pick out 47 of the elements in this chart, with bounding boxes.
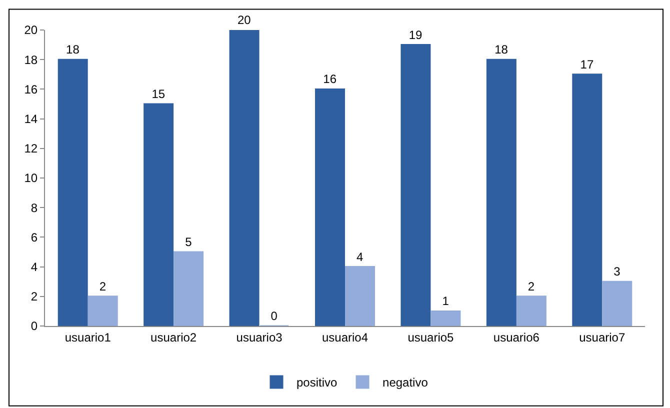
y-tick-label: 0 [30, 319, 38, 334]
data-label: 19 [408, 28, 423, 42]
bar [486, 58, 516, 326]
bar [174, 251, 204, 326]
y-tick-label: 20 [24, 23, 38, 38]
bar [602, 280, 632, 326]
data-label: 3 [614, 264, 621, 279]
y-tick-label: 4 [30, 260, 38, 274]
x-tick-label: usuario4 [322, 330, 368, 344]
x-tick-label: usuario2 [150, 330, 197, 344]
y-tick-label: 16 [24, 82, 38, 96]
data-label: 15 [152, 87, 166, 101]
bar [58, 58, 88, 326]
data-label: 4 [356, 250, 364, 264]
data-label: 16 [323, 72, 337, 86]
legend-label: negativo [382, 376, 428, 390]
y-tick-label: 18 [24, 52, 38, 67]
bar [430, 310, 461, 326]
y-tick-label: 6 [30, 230, 38, 244]
bar [144, 103, 174, 326]
legend-label: positivo [296, 376, 338, 390]
bar [572, 74, 602, 326]
bar [88, 296, 118, 326]
x-tick-label: usuario3 [236, 330, 283, 344]
bar [516, 296, 546, 326]
bar [229, 30, 260, 326]
x-tick-label: usuario1 [64, 330, 112, 344]
y-tick-label: 12 [24, 142, 38, 156]
y-tick-label: 8 [30, 200, 38, 215]
x-tick-label: usuario6 [493, 330, 540, 344]
data-label: 0 [270, 309, 278, 323]
bar [315, 88, 345, 326]
data-label: 18 [66, 42, 80, 57]
x-tick-label: usuario7 [579, 330, 626, 344]
data-label: 20 [237, 13, 252, 27]
data-label: 5 [185, 235, 192, 249]
data-label: 2 [99, 279, 106, 294]
x-tick-label: usuario5 [408, 330, 454, 344]
bar [400, 44, 431, 326]
data-label: 17 [580, 57, 594, 72]
data-label: 18 [494, 42, 508, 57]
bar [345, 266, 375, 326]
y-tick-label: 14 [24, 112, 38, 126]
y-tick-label: 10 [24, 171, 38, 186]
data-label: 1 [442, 294, 450, 308]
y-tick-label: 2 [30, 290, 38, 304]
data-label: 2 [528, 279, 535, 294]
